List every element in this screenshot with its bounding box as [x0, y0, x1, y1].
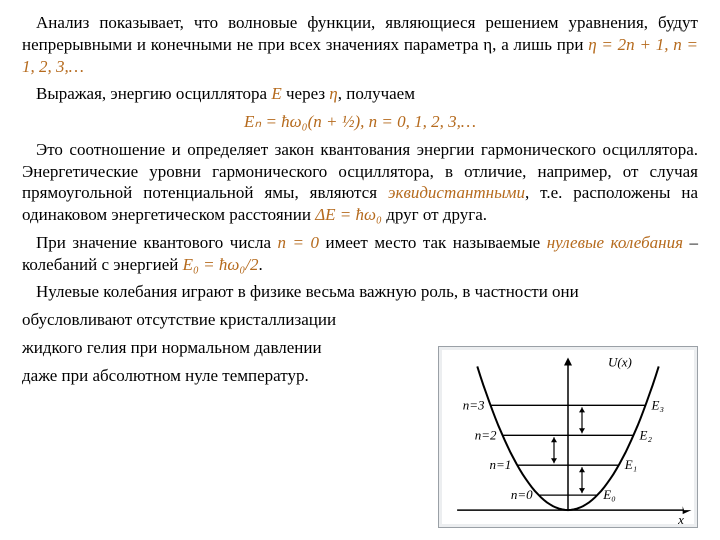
- p2-eta: η: [329, 84, 337, 103]
- p3-dE: ΔE = ħω₀: [315, 205, 382, 224]
- diagram-svg: n=0 E₀ n=1 E₁ n=2 E₂ n=3 E₃ U(x) x: [442, 350, 694, 524]
- svg-text:E₂: E₂: [639, 427, 653, 442]
- p2-b: через: [282, 84, 330, 103]
- p6-text: обусловливают отсутствие кристаллизации: [22, 310, 336, 329]
- svg-text:E₁: E₁: [624, 457, 637, 472]
- p3-equidistant: эквидистантными: [388, 183, 525, 202]
- p4-d: .: [259, 255, 263, 274]
- p4-E0: E₀ = ħω₀/2: [183, 255, 259, 274]
- paragraph-3: Это соотношение и определяет закон квант…: [22, 139, 698, 226]
- p7-text: жидкого гелия при нормальном давлении: [22, 338, 322, 357]
- p5-text: Нулевые колебания играют в физике весьма…: [36, 282, 579, 301]
- p4-nz: нулевые колебания: [547, 233, 683, 252]
- p8-text: даже при абсолютном нуле температур.: [22, 366, 309, 385]
- svg-text:U(x): U(x): [608, 354, 632, 369]
- p4-n0: n = 0: [278, 233, 319, 252]
- diagram-inner: n=0 E₀ n=1 E₁ n=2 E₂ n=3 E₃ U(x) x: [442, 350, 694, 524]
- potential-diagram: n=0 E₀ n=1 E₁ n=2 E₂ n=3 E₃ U(x) x: [438, 346, 698, 528]
- svg-text:x: x: [677, 512, 684, 524]
- paragraph-4: При значение квантового числа n = 0 имее…: [22, 232, 698, 276]
- p2-c: , получаем: [338, 84, 415, 103]
- paragraph-1: Анализ показывает, что волновые функции,…: [22, 12, 698, 77]
- svg-text:E₃: E₃: [651, 397, 664, 412]
- p3-c: друг от друга.: [382, 205, 487, 224]
- center-formula: Eₙ = ħω₀(n + ½), n = 0, 1, 2, 3,…: [22, 111, 698, 133]
- svg-text:n=1: n=1: [490, 457, 512, 472]
- formula-En: Eₙ = ħω₀(n + ½), n = 0, 1, 2, 3,…: [244, 112, 476, 131]
- paragraph-2: Выражая, энергию осциллятора E через η, …: [22, 83, 698, 105]
- svg-text:n=0: n=0: [511, 487, 533, 502]
- paragraph-5: Нулевые колебания играют в физике весьма…: [22, 281, 698, 303]
- p4-b: имеет место так называемые: [319, 233, 547, 252]
- svg-text:n=2: n=2: [475, 427, 497, 442]
- svg-text:E₀: E₀: [602, 487, 615, 502]
- paragraph-8: даже при абсолютном нуле температур.: [22, 365, 430, 387]
- p4-a: При значение квантового числа: [36, 233, 278, 252]
- paragraph-6: обусловливают отсутствие кристаллизации: [22, 309, 430, 331]
- p2-E: E: [271, 84, 281, 103]
- paragraph-7: жидкого гелия при нормальном давлении: [22, 337, 430, 359]
- p2-a: Выражая, энергию осциллятора: [36, 84, 271, 103]
- svg-text:n=3: n=3: [463, 397, 485, 412]
